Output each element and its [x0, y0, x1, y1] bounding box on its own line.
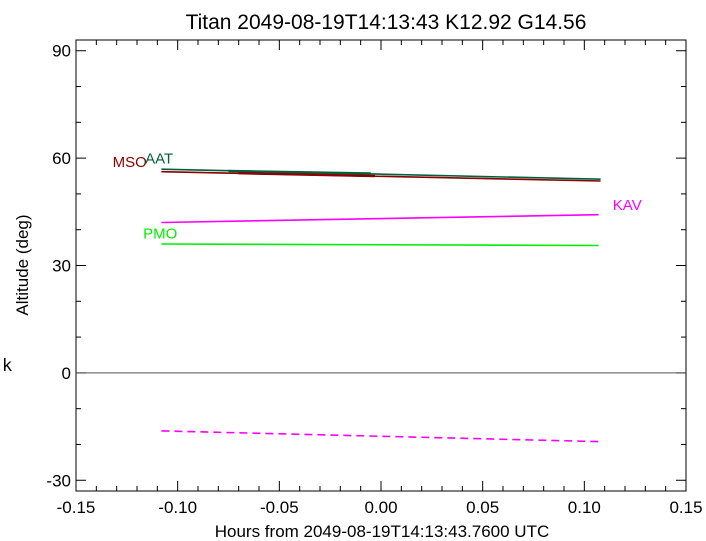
y-axis-label: Altitude (deg)	[13, 214, 32, 315]
x-tick-labels: -0.15 -0.10 -0.05 0.00 0.05 0.10 0.15	[57, 498, 703, 517]
x-tick-label: -0.05	[260, 498, 299, 517]
series-line-segment	[228, 169, 371, 175]
station-label-mso: MSO	[113, 154, 147, 171]
series-line-dashed	[161, 430, 599, 443]
y-tick-label: 90	[52, 42, 71, 61]
x-tick-label: 0.15	[669, 498, 702, 517]
series-line-mso	[161, 170, 601, 182]
series-line-aat	[161, 168, 601, 180]
y-tick-label: 60	[52, 149, 71, 168]
x-tick-label: -0.10	[158, 498, 197, 517]
x-tick-label: 0.00	[364, 498, 397, 517]
x-tick-label: -0.15	[57, 498, 96, 517]
y-tick-labels: -30 0 30 60 90	[46, 42, 71, 491]
x-tick-label: 0.05	[466, 498, 499, 517]
data-series	[76, 168, 686, 443]
x-tick-label: 0.10	[568, 498, 601, 517]
series-line-kav	[161, 213, 599, 224]
y-tick-label: 30	[52, 257, 71, 276]
y-tick-label: 0	[62, 364, 71, 383]
y-tick-label: -30	[46, 471, 71, 490]
x-axis-label: Hours from 2049-08-19T14:13:43.7600 UTC	[215, 522, 550, 541]
series-line-segment	[238, 172, 375, 178]
side-mark: k	[2, 356, 13, 376]
plot-frame	[75, 39, 687, 492]
chart-title: Titan 2049-08-19T14:13:43 K12.92 G14.56	[186, 11, 587, 34]
station-label-aat: AAT	[145, 150, 173, 167]
axis-ticks	[75, 40, 687, 491]
station-label-pmo: PMO	[143, 226, 177, 243]
station-label-kav: KAV	[613, 197, 642, 214]
series-line-pmo	[161, 243, 599, 247]
